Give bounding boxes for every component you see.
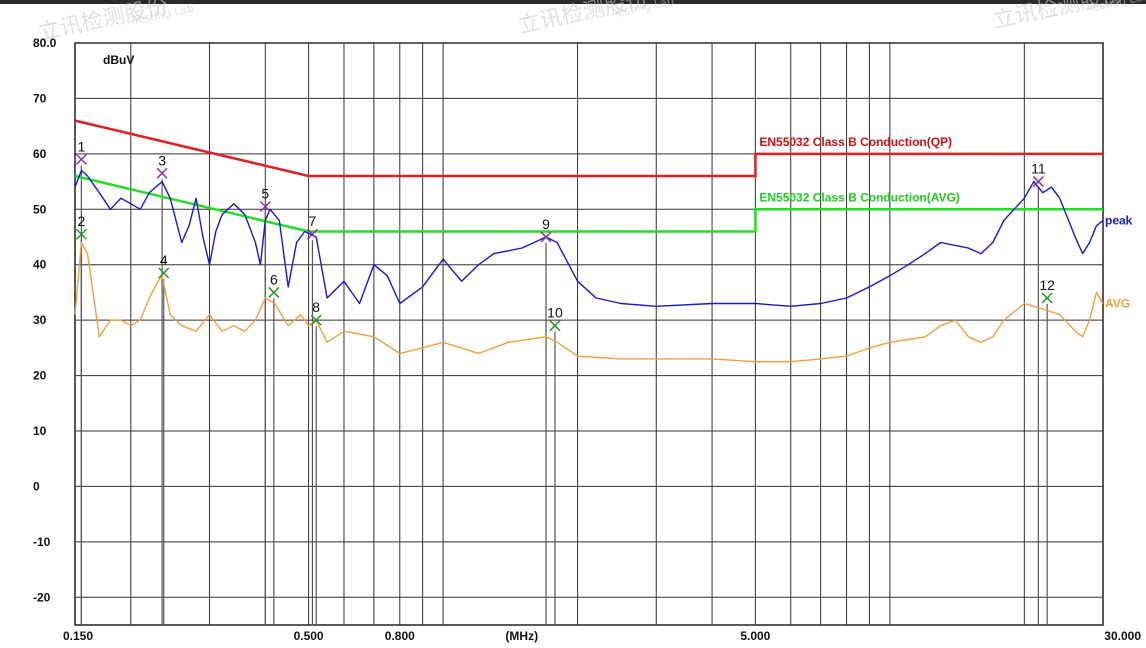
grid (75, 42, 1103, 625)
series-lines: peak AVG (74, 169, 1133, 363)
marker-number: 12 (1039, 277, 1055, 293)
series-line (74, 241, 1104, 363)
x-tick-label: 5.000 (740, 629, 770, 643)
marker-number: 8 (312, 299, 320, 315)
series-line (74, 169, 1104, 307)
limit-line (74, 174, 1103, 233)
x-tick-label: (MHz) (505, 629, 538, 643)
marker-number: 4 (160, 252, 168, 268)
top-rule (0, 0, 1146, 4)
marker-x (75, 153, 87, 165)
marker-x (549, 320, 561, 332)
marker: 8 (310, 299, 322, 326)
marker-x (1032, 176, 1044, 188)
marker-number: 9 (542, 216, 550, 232)
marker-number: 10 (547, 305, 563, 321)
limit-line (74, 119, 1103, 178)
marker: 12 (1039, 277, 1055, 304)
axis-labels: 80.0 70 60 50 40 30 20 10 0 -10 -20 dBuV 0.150 0.500 0… (33, 36, 1141, 643)
marker-number: 5 (261, 186, 269, 202)
marker-lines (80, 165, 1048, 625)
marker-x (540, 231, 552, 243)
marker-x (75, 228, 87, 240)
marker-x (158, 267, 170, 279)
marker-number: 3 (158, 152, 166, 168)
limit-label: EN55032 Class B Conduction(QP) (759, 135, 952, 149)
y-tick-label: 10 (33, 424, 47, 438)
y-tick-label: 60 (33, 147, 47, 161)
limit-lines: EN55032 Class B Conduction(QP) EN55032 Cl… (74, 119, 1103, 233)
y-tick-label: -10 (33, 535, 51, 549)
marker-number: 7 (309, 213, 317, 229)
y-tick-label: 30 (33, 313, 47, 327)
x-tick-label: 0.500 (294, 629, 324, 643)
y-tick-label: 0 (33, 479, 40, 493)
y-tick-label: 70 (33, 91, 47, 105)
marker-x (268, 286, 280, 298)
marker: 5 (259, 186, 271, 213)
x-tick-label: 0.800 (385, 629, 415, 643)
marker-x (156, 167, 168, 179)
marker: 7 (306, 213, 318, 240)
y-axis-label: dBuV (103, 53, 134, 67)
marker: 10 (547, 305, 563, 332)
y-tick-label: 40 (33, 258, 47, 272)
marker: 3 (156, 152, 168, 179)
plot-border (74, 42, 1104, 626)
marker: 4 (158, 252, 170, 279)
marker: 11 (1031, 161, 1046, 188)
x-tick-label: 0.150 (63, 629, 93, 643)
y-tick-label: -20 (33, 590, 51, 604)
limit-label: EN55032 Class B Conduction(AVG) (759, 190, 959, 204)
watermark-subtext: Testing Lab (1086, 0, 1146, 15)
marker-number: 1 (77, 138, 85, 154)
y-tick-label: 80.0 (33, 36, 57, 50)
marker-x (1041, 292, 1053, 304)
marker: 9 (540, 216, 552, 243)
x-tick-label: 30.000 (1104, 629, 1141, 643)
marker-number: 6 (270, 271, 278, 287)
marker-x (310, 314, 322, 326)
marker: 6 (268, 271, 280, 298)
marker-x (259, 200, 271, 213)
marker-number: 11 (1031, 161, 1046, 177)
y-tick-label: 20 (33, 369, 47, 383)
marker-x (306, 228, 318, 240)
y-tick-label: 50 (33, 202, 47, 216)
marker: 2 (75, 213, 87, 240)
series-label: peak (1105, 213, 1133, 227)
marker-number: 2 (77, 213, 85, 229)
series-label: AVG (1105, 297, 1130, 311)
marker: 1 (75, 138, 87, 165)
plot-frame (74, 42, 1104, 626)
